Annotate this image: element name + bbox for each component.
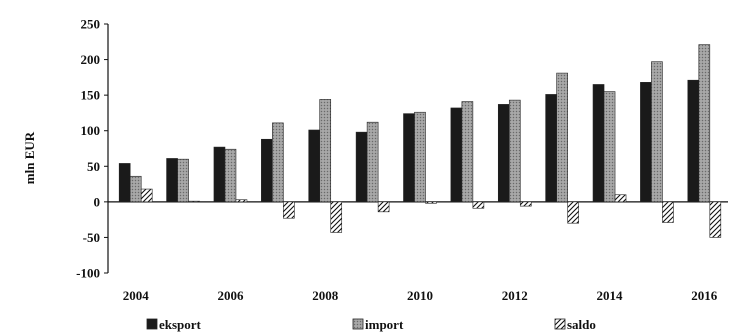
y-axis-label: mln EUR [22, 131, 37, 184]
bar-eksport-2011 [450, 107, 463, 203]
bar-eksport-2015 [640, 82, 652, 203]
bar-saldo-2007 [283, 201, 295, 219]
bar-import-2015 [651, 61, 663, 203]
bar-saldo-2016 [709, 201, 722, 238]
x-tick-label: 2014 [597, 288, 624, 303]
y-tick-label: 100 [81, 123, 101, 138]
x-tick-label: 2016 [691, 288, 718, 303]
x-tick-label: 2004 [123, 288, 150, 303]
bar-saldo-2005 [188, 200, 200, 203]
y-tick-label: -100 [76, 266, 100, 281]
bar-import-2009 [366, 121, 379, 203]
bar-eksport-2008 [308, 129, 321, 203]
y-tick-label: 150 [81, 88, 101, 103]
bar-import-2006 [224, 148, 237, 203]
bar-eksport-2013 [545, 94, 557, 203]
y-tick-label: 50 [87, 159, 100, 174]
bar-eksport-2010 [403, 113, 415, 203]
y-tick-label: -50 [83, 230, 100, 245]
bar-saldo-2015 [662, 201, 674, 223]
legend-label-saldo: saldo [567, 317, 596, 332]
legend-swatch-eksport [146, 318, 158, 330]
y-tick-label: 200 [81, 52, 101, 67]
bar-saldo-2008 [330, 201, 343, 233]
bar-eksport-2009 [355, 131, 368, 203]
bar-import-2014 [603, 91, 616, 203]
legend-swatch-import [352, 318, 364, 330]
bar-import-2007 [272, 122, 284, 203]
bar-saldo-2009 [377, 201, 390, 213]
bar-import-2010 [414, 111, 426, 203]
y-tick-label: 250 [81, 17, 101, 32]
x-tick-label: 2008 [312, 288, 339, 303]
y-tick-label: 0 [94, 194, 101, 209]
bar-eksport-2012 [497, 104, 510, 203]
bar-saldo-2010 [425, 201, 437, 204]
x-tick-label: 2010 [407, 288, 433, 303]
bar-eksport-2005 [166, 158, 178, 203]
bar-import-2011 [461, 101, 474, 203]
bar-saldo-2014 [614, 194, 627, 203]
bar-saldo-2013 [567, 201, 579, 224]
legend-swatch-saldo [554, 318, 566, 330]
bar-eksport-2007 [261, 138, 273, 203]
bar-import-2016 [698, 44, 711, 203]
bar-import-2013 [556, 72, 568, 203]
bar-saldo-2011 [472, 201, 485, 209]
bar-eksport-2016 [687, 79, 700, 203]
legend-label-eksport: eksport [159, 317, 202, 332]
bar-eksport-2014 [592, 84, 605, 203]
x-tick-label: 2012 [502, 288, 528, 303]
bar-eksport-2006 [213, 146, 226, 203]
bar-saldo-2012 [519, 201, 532, 207]
bar-saldo-2004 [140, 188, 153, 203]
bar-import-2008 [319, 99, 332, 203]
x-tick-label: 2006 [217, 288, 244, 303]
bar-import-2004 [129, 175, 142, 203]
bar-import-2005 [177, 158, 189, 203]
bar-eksport-2004 [118, 163, 131, 203]
legend-label-import: import [365, 317, 404, 332]
bar-saldo-2006 [235, 199, 248, 203]
bar-import-2012 [508, 99, 521, 203]
